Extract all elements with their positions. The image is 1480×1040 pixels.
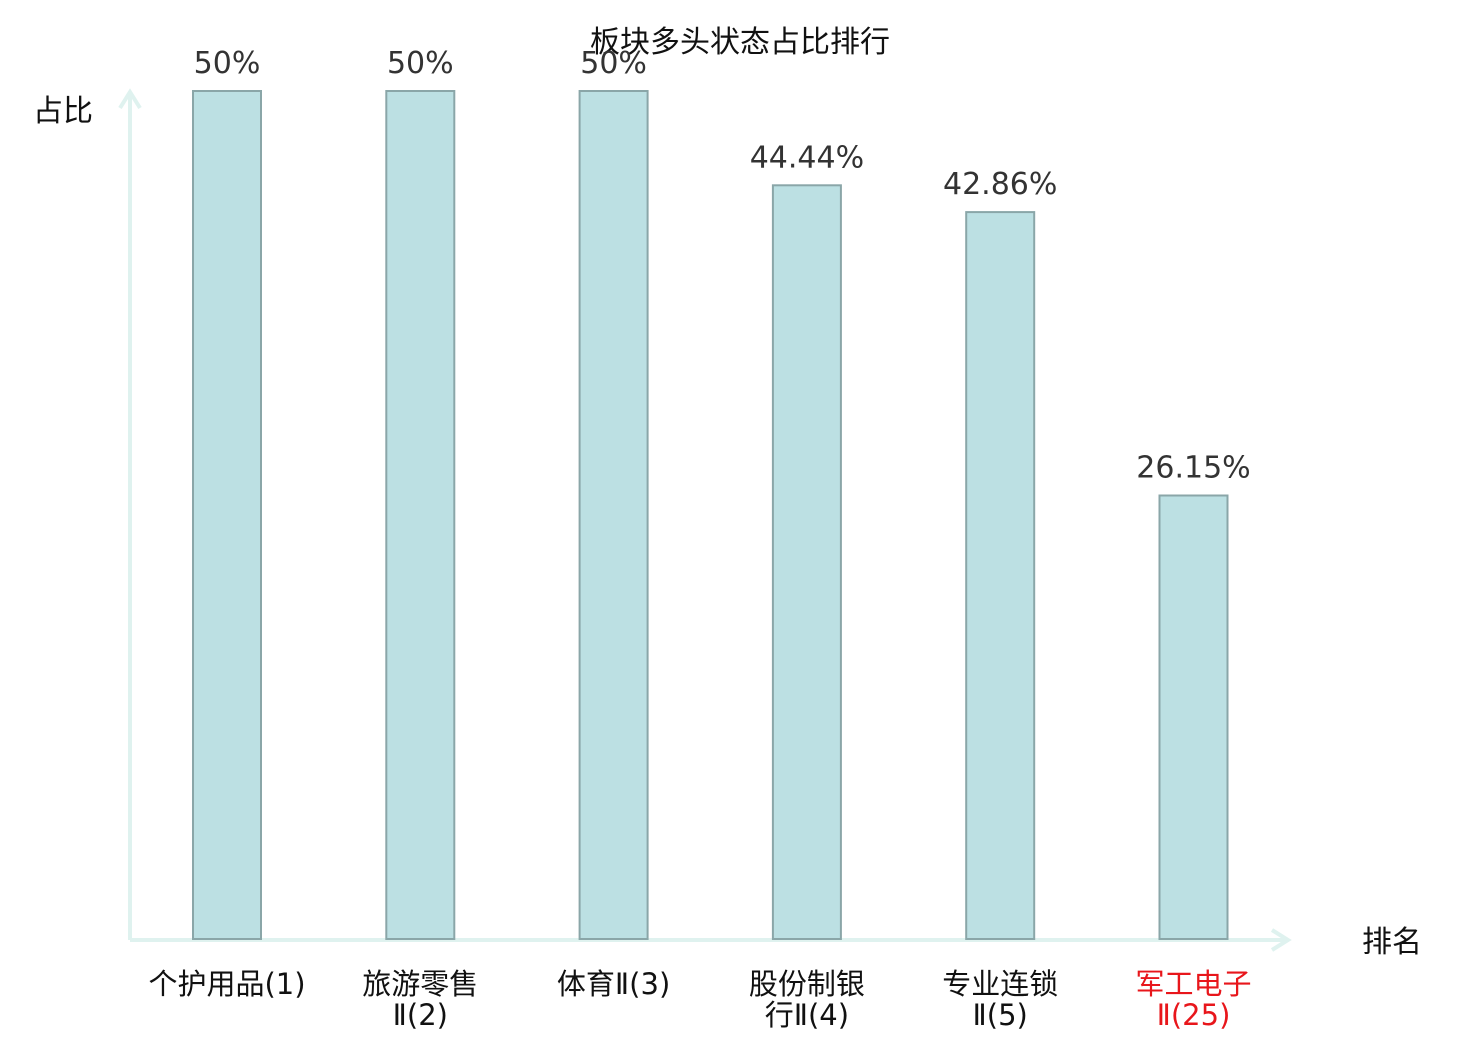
y-axis-label: 占比 <box>33 94 93 129</box>
category-label-line2: Ⅱ(2) <box>393 998 448 1032</box>
category-label-line2: Ⅱ(25) <box>1157 998 1231 1032</box>
bar-value-label: 50% <box>387 46 454 81</box>
bars <box>192 90 1229 940</box>
bar <box>385 90 456 940</box>
bar <box>771 184 842 940</box>
bar-value-label: 50% <box>194 46 261 81</box>
category-label-line2: 行Ⅱ(4) <box>765 998 849 1032</box>
y-axis-arrow-icon <box>118 88 142 110</box>
category-label: 专业连锁 <box>942 967 1058 1001</box>
bar <box>1158 494 1229 940</box>
chart-title: 板块多头状态占比排行 <box>590 25 890 60</box>
x-axis-arrow-icon <box>1270 928 1292 952</box>
bar-value-label: 26.15% <box>1136 450 1250 485</box>
category-label-line2: Ⅱ(5) <box>973 998 1028 1032</box>
bar <box>192 90 262 940</box>
x-axis-label: 排名 <box>1362 925 1422 960</box>
bar-value-label: 50% <box>580 46 647 81</box>
bar <box>965 211 1036 940</box>
bar-value-label: 42.86% <box>943 167 1057 202</box>
bar <box>578 90 649 940</box>
value-labels: 50% 50% 50% 44.44% 42.86% 26.15% <box>194 46 1251 485</box>
category-label: 军工电子 <box>1135 967 1251 1001</box>
category-label: 体育Ⅱ(3) <box>557 967 670 1001</box>
category-label: 股份制银 <box>749 967 865 1001</box>
category-label: 个护用品(1) <box>148 967 305 1001</box>
bar-value-label: 44.44% <box>750 140 864 175</box>
axes <box>118 88 1292 952</box>
category-label: 旅游零售 <box>362 967 478 1001</box>
